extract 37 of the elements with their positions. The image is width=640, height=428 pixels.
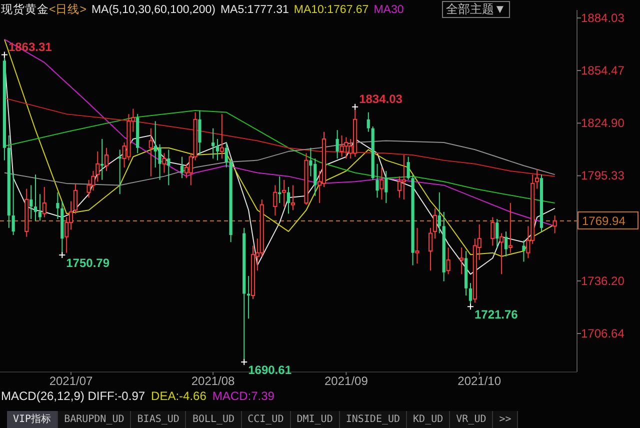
line-series bbox=[4, 110, 556, 204]
text: MA10:1767.67 bbox=[294, 4, 369, 16]
annotation: 1834.03 bbox=[359, 92, 403, 106]
text: MACD:7.39 bbox=[212, 389, 274, 403]
x-tick-label: 2021/08 bbox=[191, 374, 236, 388]
y-tick-label: 1824.90 bbox=[581, 116, 625, 130]
y-tick-label: 1884.03 bbox=[581, 10, 625, 25]
text: DMI_UD bbox=[290, 411, 340, 428]
line-series bbox=[4, 140, 556, 186]
text: MA5:1777.31 bbox=[220, 4, 289, 16]
text: VIP指标 bbox=[7, 411, 58, 428]
legend-title: MA(5,10,30,60,100,200) bbox=[91, 4, 216, 16]
y-tick-label: 1706.64 bbox=[581, 326, 625, 341]
y-tick-label: 1854.47 bbox=[581, 64, 625, 78]
text: CCI_UD bbox=[242, 411, 291, 428]
text: BARUPDN_UD bbox=[58, 411, 132, 428]
text: DEA:-4.66 bbox=[151, 389, 206, 403]
text: >> bbox=[493, 411, 518, 428]
annotation: 1721.76 bbox=[474, 308, 518, 322]
annotation: 全部主题▼ bbox=[442, 1, 510, 18]
chart-subtitle: <日线> bbox=[49, 4, 86, 16]
text: INSIDE_UD bbox=[340, 411, 408, 428]
x-tick-label: 2021/09 bbox=[324, 374, 368, 388]
text: VR_UD bbox=[450, 411, 494, 428]
text: KD_UD bbox=[407, 411, 450, 428]
annotation: 1750.79 bbox=[66, 256, 110, 270]
text: MA30 bbox=[374, 4, 404, 16]
x-tick-label: 2021/07 bbox=[49, 374, 94, 388]
chart-title: 现货黄金 bbox=[1, 4, 49, 16]
text: BOLL_UD bbox=[186, 411, 242, 428]
x-tick-label: 2021/10 bbox=[458, 374, 502, 388]
y-tick-label: 1795.33 bbox=[581, 168, 625, 183]
annotation: 1690.61 bbox=[248, 363, 292, 378]
text: BIAS_UD bbox=[131, 411, 186, 428]
ref-line-label: 1769.94 bbox=[582, 214, 626, 228]
y-tick-label: 1736.20 bbox=[581, 274, 625, 288]
text: MACD(26,12,9) DIFF:-0.97 bbox=[1, 389, 146, 403]
